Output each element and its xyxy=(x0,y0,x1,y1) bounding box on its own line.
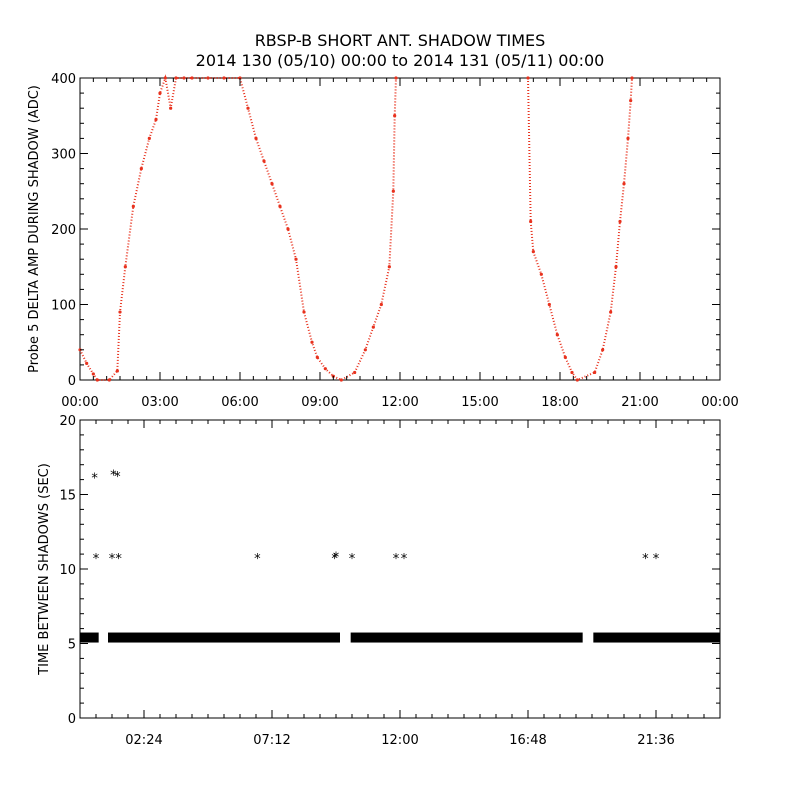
top-y-axis: 0 100 200 300 400 xyxy=(51,72,720,389)
top-plot-frame xyxy=(79,77,721,381)
x-tick-label: 18:00 xyxy=(541,395,578,410)
data-point: * xyxy=(401,552,408,567)
data-point: * xyxy=(110,469,117,484)
data-trace xyxy=(79,74,633,382)
x-tick-label: 00:00 xyxy=(61,395,98,410)
band-segment xyxy=(80,632,99,643)
bottom-y-axis: 0 5 10 15 20 xyxy=(59,414,720,727)
x-tick-label: 12:00 xyxy=(381,395,418,410)
data-point xyxy=(575,378,579,382)
bottom-x-axis: 02:24 07:12 12:00 16:48 21:36 xyxy=(79,420,721,748)
data-point: * xyxy=(254,552,261,567)
data-point xyxy=(630,76,634,80)
data-point: * xyxy=(91,472,98,487)
y-tick-label: 200 xyxy=(51,223,76,238)
y-tick-label: 20 xyxy=(59,414,76,429)
data-point: * xyxy=(115,552,122,567)
data-point: * xyxy=(393,552,400,567)
x-tick-label: 07:12 xyxy=(253,733,290,748)
y-tick-label: 10 xyxy=(59,563,76,578)
band-segment xyxy=(108,632,340,643)
bottom-band-markers xyxy=(80,632,720,643)
y-tick-label: 400 xyxy=(51,72,76,87)
x-tick-label: 09:00 xyxy=(301,395,338,410)
x-tick-label: 16:48 xyxy=(509,733,546,748)
y-tick-label: 0 xyxy=(68,374,76,389)
chart-subtitle: 2014 130 (05/10) 00:00 to 2014 131 (05/1… xyxy=(195,51,605,70)
data-point: * xyxy=(114,470,121,485)
data-point: * xyxy=(93,552,100,567)
data-point: * xyxy=(109,552,116,567)
band-segment xyxy=(593,632,720,643)
chart-title: RBSP-B SHORT ANT. SHADOW TIMES xyxy=(254,31,546,50)
x-tick-label: 00:00 xyxy=(701,395,738,410)
y-tick-label: 5 xyxy=(68,638,76,653)
y-tick-label: 15 xyxy=(59,489,76,504)
x-tick-label: 12:00 xyxy=(381,733,418,748)
x-tick-label: 03:00 xyxy=(141,395,178,410)
top-plot-panel: 00:00 03:00 06:00 09:00 12:00 15:00 18:00 21:00… xyxy=(27,72,739,410)
top-x-axis: 00:00 03:00 06:00 09:00 12:00 15:00 18:00 21:00… xyxy=(61,78,739,410)
bottom-plot-panel: ** **** * ** * * * * * 02:24 07:12 12:00 16:48 21:36… xyxy=(37,414,721,748)
data-point: * xyxy=(331,552,338,567)
bottom-data-points: ** **** * ** * * * * * xyxy=(91,469,659,567)
x-tick-label: 02:24 xyxy=(125,733,162,748)
data-point: * xyxy=(333,551,340,566)
data-point: * xyxy=(349,552,356,567)
x-tick-label: 06:00 xyxy=(221,395,258,410)
data-point: * xyxy=(653,552,660,567)
x-tick-label: 21:00 xyxy=(621,395,658,410)
y-tick-label: 100 xyxy=(51,299,76,314)
top-data-points xyxy=(78,74,634,382)
band-segment xyxy=(350,632,583,643)
x-tick-label: 21:36 xyxy=(637,733,674,748)
data-point xyxy=(547,302,551,307)
data-point xyxy=(626,136,630,140)
top-y-axis-label: Probe 5 DELTA AMP DURING SHADOW (ADC) xyxy=(27,85,42,373)
data-point xyxy=(139,167,143,171)
bottom-y-axis-label: TIME BETWEEN SHADOWS (SEC) xyxy=(37,463,52,676)
y-tick-label: 300 xyxy=(51,148,76,163)
x-tick-label: 15:00 xyxy=(461,395,498,410)
data-point: * xyxy=(642,552,649,567)
bottom-plot-frame xyxy=(79,419,721,719)
y-tick-label: 0 xyxy=(68,712,76,727)
